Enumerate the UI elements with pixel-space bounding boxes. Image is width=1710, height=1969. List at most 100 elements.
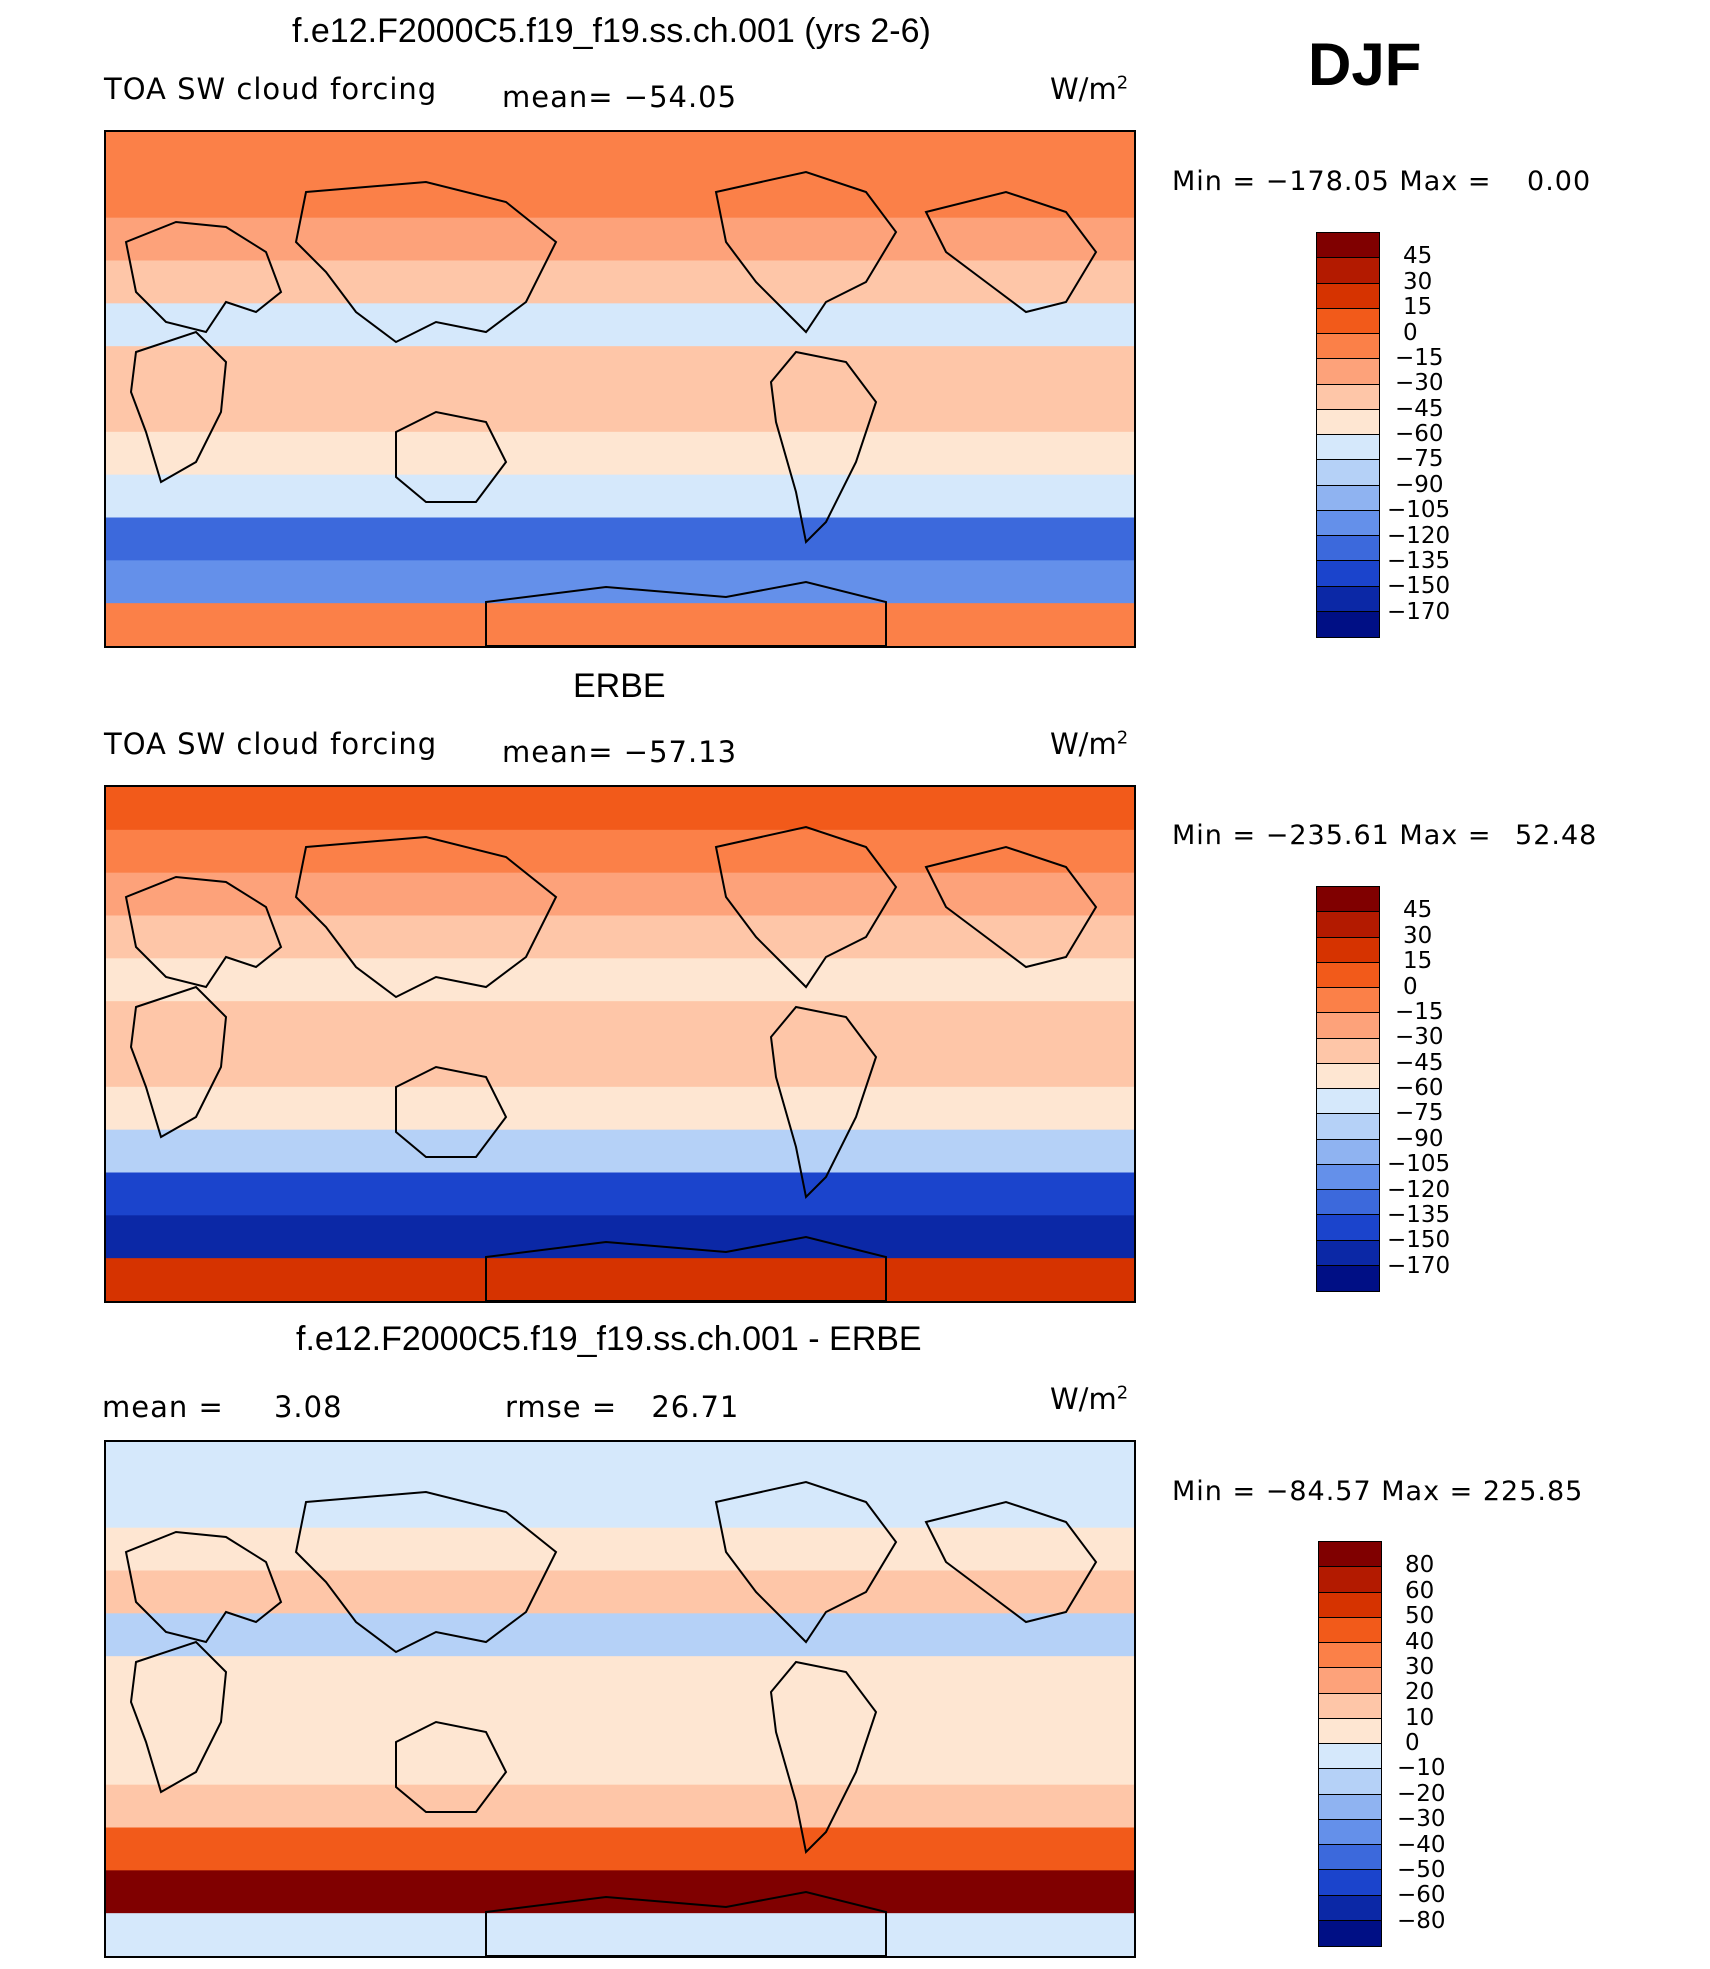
colorbar-tick-label: −15 <box>1395 998 1444 1025</box>
lat-band <box>106 1215 1134 1260</box>
lat-band <box>106 603 1134 646</box>
colorbar-swatch <box>1319 1542 1381 1568</box>
colorbar-tick-label: 10 <box>1405 1704 1435 1731</box>
coastline <box>485 1235 887 1301</box>
coastline <box>714 1480 898 1644</box>
panel3-mean: mean = 3.08 <box>102 1390 343 1424</box>
colorbar-tick-label: 15 <box>1403 294 1433 321</box>
colorbar-swatch <box>1317 962 1379 988</box>
lat-band <box>106 1613 1134 1658</box>
panel3-rmse: rmse = 26.71 <box>505 1390 739 1424</box>
colorbar-swatch <box>1317 485 1379 511</box>
season-label: DJF <box>1308 31 1422 98</box>
colorbar-tick-label: −75 <box>1395 1100 1444 1127</box>
coastline <box>395 1065 508 1158</box>
coastline <box>924 1500 1098 1624</box>
lat-band <box>106 1258 1134 1301</box>
coastline <box>129 985 228 1139</box>
panel1-colorbar <box>1316 232 1380 638</box>
panel2-title: ERBE <box>573 667 666 705</box>
panel2-variable-label: TOA SW cloud forcing <box>104 727 438 761</box>
colorbar-swatch <box>1319 1895 1381 1921</box>
coastline <box>124 220 283 334</box>
colorbar-tick-label: −50 <box>1397 1856 1446 1883</box>
colorbar-swatch <box>1317 1114 1379 1140</box>
lat-band <box>106 872 1134 917</box>
colorbar-tick-label: −10 <box>1397 1755 1446 1782</box>
lat-band <box>106 1784 1134 1829</box>
coastline <box>294 180 558 344</box>
lat-band <box>106 1656 1134 1700</box>
coastline <box>395 410 508 503</box>
panel2-mean-label: mean= <box>502 735 614 769</box>
colorbar-tick-label: −60 <box>1395 1075 1444 1101</box>
colorbar-swatch <box>1319 1845 1381 1871</box>
panel2-mean-value: −57.13 <box>623 735 738 769</box>
colorbar-swatch <box>1319 1567 1381 1593</box>
coastline <box>294 835 558 999</box>
colorbar-tick-label: 45 <box>1403 243 1433 270</box>
lat-band <box>106 1827 1134 1872</box>
lat-band <box>106 1699 1134 1743</box>
panel2-units-text: W/m <box>1050 727 1117 761</box>
colorbar-tick-label: −120 <box>1387 1176 1451 1203</box>
coastline <box>124 1530 283 1644</box>
colorbar-tick-label: −15 <box>1395 344 1444 371</box>
colorbar-swatch <box>1317 1038 1379 1064</box>
panel3-minmax: Min = −84.57 Max = 225.85 <box>1172 1476 1584 1507</box>
colorbar-swatch <box>1317 258 1379 284</box>
colorbar-tick-label: −60 <box>1397 1882 1446 1909</box>
lat-band <box>106 474 1134 519</box>
colorbar-tick-label: 45 <box>1403 897 1433 924</box>
panel1-map <box>104 130 1136 648</box>
colorbar-tick-label: 0 <box>1403 973 1418 1000</box>
coastline <box>485 1890 887 1956</box>
coastline <box>714 825 898 989</box>
panel3-map <box>104 1440 1136 1958</box>
colorbar-tick-label: −20 <box>1397 1780 1446 1807</box>
colorbar-swatch <box>1317 435 1379 461</box>
colorbar-swatch <box>1317 1215 1379 1241</box>
colorbar-swatch <box>1319 1794 1381 1820</box>
colorbar-tick-label: −90 <box>1395 471 1444 498</box>
panel3-title: f.e12.F2000C5.f19_f19.ss.ch.001 - ERBE <box>296 1320 922 1358</box>
colorbar-swatch <box>1317 887 1379 913</box>
panel2-max-value: 52.48 <box>1515 820 1598 851</box>
colorbar-swatch <box>1319 1870 1381 1896</box>
colorbar-tick-label: 40 <box>1405 1628 1435 1655</box>
colorbar-tick-label: 80 <box>1405 1552 1435 1579</box>
panel1-units-exp: 2 <box>1116 72 1129 94</box>
colorbar-swatch <box>1319 1920 1381 1946</box>
colorbar-swatch <box>1319 1769 1381 1795</box>
lat-band <box>106 829 1134 874</box>
colorbar-tick-label: −150 <box>1387 573 1451 600</box>
panel3-min-value: −84.57 <box>1265 1476 1372 1507</box>
panel1-field <box>106 132 1134 646</box>
colorbar-swatch <box>1317 937 1379 963</box>
colorbar-tick-label: −90 <box>1395 1125 1444 1152</box>
lat-band <box>106 1442 1134 1486</box>
panel1-mean: mean= −54.05 <box>502 80 737 114</box>
lat-band <box>106 1527 1134 1572</box>
panel3-mean-label: mean = <box>102 1390 224 1424</box>
colorbar-tick-label: −135 <box>1387 547 1451 574</box>
lat-band <box>106 132 1134 176</box>
coastline <box>294 1490 558 1654</box>
lat-band <box>106 260 1134 305</box>
lat-band <box>106 1086 1134 1131</box>
panel3-units-exp: 2 <box>1116 1382 1129 1404</box>
colorbar-swatch <box>1317 1265 1379 1291</box>
lat-band <box>106 431 1134 476</box>
colorbar-swatch <box>1317 308 1379 334</box>
coastline <box>769 350 878 545</box>
lat-band <box>106 1129 1134 1174</box>
lat-band <box>106 346 1134 390</box>
coastline <box>924 845 1098 969</box>
panel2-min-label: Min <box>1172 820 1223 851</box>
colorbar-tick-label: −60 <box>1395 421 1444 447</box>
colorbar-swatch <box>1319 1744 1381 1770</box>
colorbar-swatch <box>1319 1718 1381 1744</box>
panel3-mean-value: 3.08 <box>273 1390 343 1424</box>
lat-band <box>106 303 1134 348</box>
lat-band <box>106 174 1134 219</box>
